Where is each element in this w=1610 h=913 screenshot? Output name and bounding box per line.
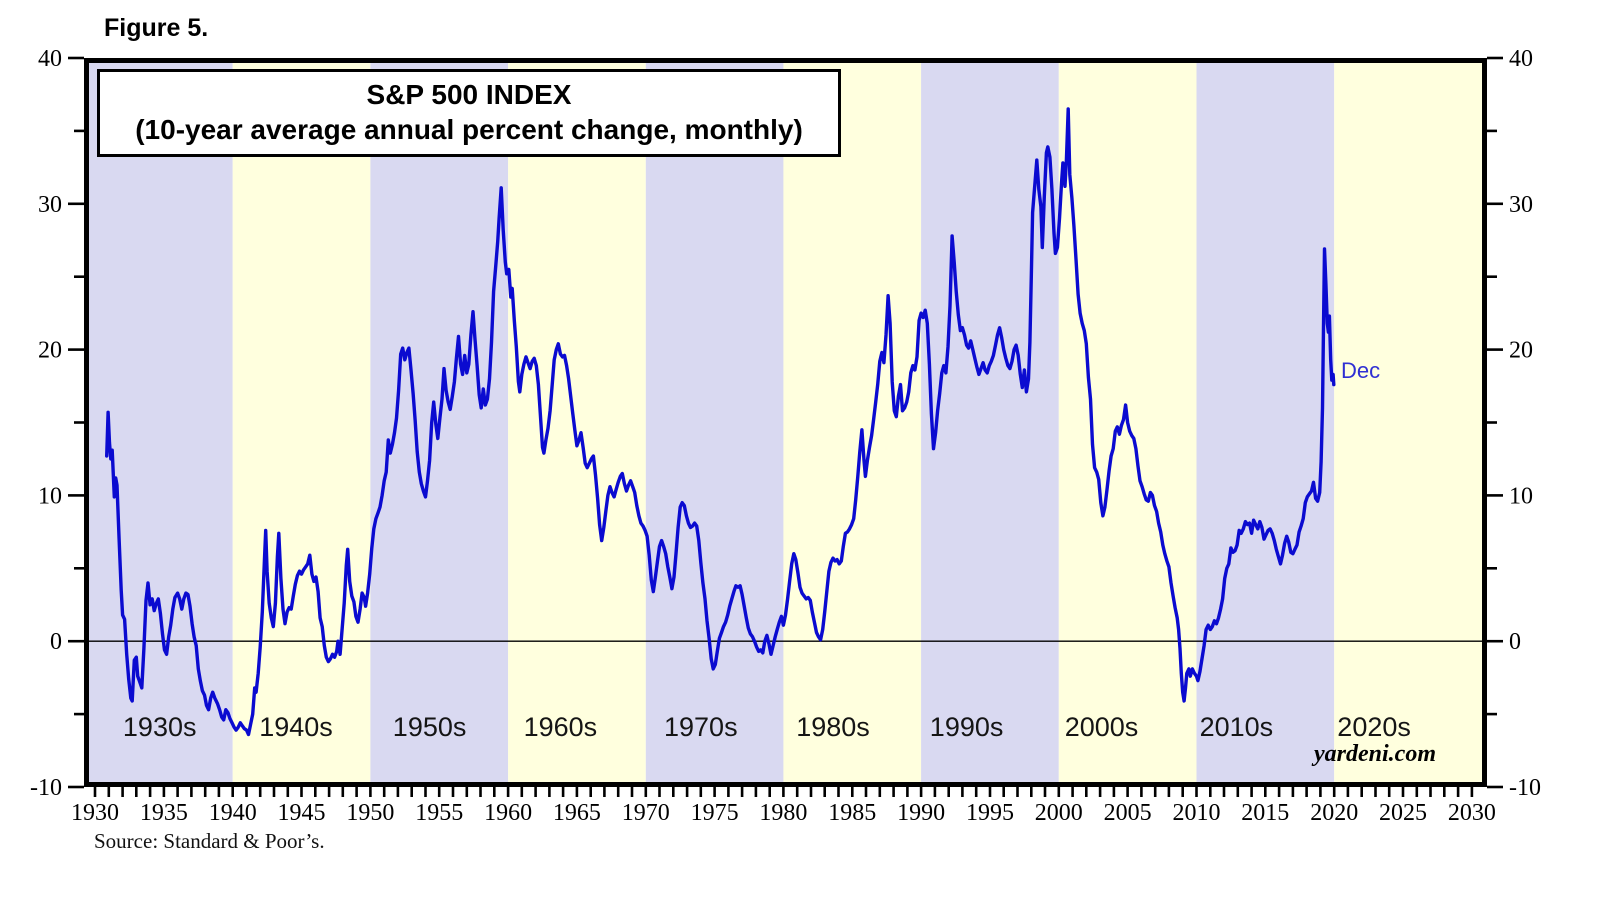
x-axis-label: 1950 bbox=[346, 800, 394, 826]
x-axis-label: 1980 bbox=[759, 800, 807, 826]
x-axis-label: 2025 bbox=[1379, 800, 1427, 826]
decade-label-1970s: 1970s bbox=[664, 712, 738, 742]
series-line bbox=[105, 107, 1336, 737]
chart-title: S&P 500 INDEX bbox=[366, 79, 572, 110]
y-axis-label-left: -10 bbox=[30, 775, 62, 801]
source-note: Source: Standard & Poor’s. bbox=[94, 829, 325, 853]
decade-label-1930s: 1930s bbox=[123, 712, 197, 742]
decade-label-2000s: 2000s bbox=[1065, 712, 1139, 742]
x-axis-label: 2020 bbox=[1310, 800, 1358, 826]
decade-band-1970s bbox=[645, 60, 784, 785]
x-axis-label: 2000 bbox=[1035, 800, 1083, 826]
axis-ticks bbox=[68, 56, 1503, 797]
decade-label-1990s: 1990s bbox=[930, 712, 1004, 742]
decade-band-2020s bbox=[1334, 60, 1485, 785]
x-axis-label: 1935 bbox=[140, 800, 188, 826]
y-axis-label-left: 30 bbox=[38, 192, 62, 218]
y-axis-label-right: 20 bbox=[1509, 338, 1533, 364]
x-axis-label: 2010 bbox=[1173, 800, 1221, 826]
x-axis-label: 1955 bbox=[415, 800, 463, 826]
watermark-text: yardeni.com bbox=[1311, 741, 1436, 767]
x-axis-label: 1960 bbox=[484, 800, 532, 826]
y-axis-label-left: 40 bbox=[38, 46, 62, 72]
x-axis-label: 2015 bbox=[1241, 800, 1289, 826]
decade-band-1980s bbox=[783, 60, 922, 785]
y-axis-label-right: 0 bbox=[1509, 629, 1521, 655]
chart-title-box: S&P 500 INDEX (10-year average annual pe… bbox=[97, 69, 841, 157]
decade-label-1960s: 1960s bbox=[524, 712, 598, 742]
decade-band-1940s bbox=[232, 60, 371, 785]
decade-label-2020s: 2020s bbox=[1337, 712, 1411, 742]
decade-labels: 1930s 1940s 1950s 1960s 1970s 1980s 1990s 2000s… bbox=[123, 712, 1411, 742]
y-axis-label-right: 40 bbox=[1509, 46, 1533, 72]
decade-band-2010s bbox=[1196, 60, 1335, 785]
decade-band-1960s bbox=[508, 60, 646, 785]
x-axis-label: 1975 bbox=[691, 800, 739, 826]
x-axis-label: 1940 bbox=[209, 800, 257, 826]
x-axis-label: 1990 bbox=[897, 800, 945, 826]
decade-label-1980s: 1980s bbox=[796, 712, 870, 742]
plot-border bbox=[84, 58, 1487, 787]
y-axis-label-left: 10 bbox=[38, 483, 62, 509]
x-axis-label: 1965 bbox=[553, 800, 601, 826]
y-axis-label-left: 0 bbox=[50, 629, 62, 655]
chart-subtitle: (10-year average annual percent change, … bbox=[135, 114, 803, 145]
figure-number-label: Figure 5. bbox=[104, 14, 209, 42]
y-axis-label-left: 20 bbox=[38, 338, 62, 364]
x-axis-label: 1930 bbox=[71, 800, 119, 826]
x-axis-label: 1995 bbox=[966, 800, 1014, 826]
decade-band-1930s bbox=[86, 60, 233, 785]
decade-label-2010s: 2010s bbox=[1200, 712, 1274, 742]
x-axis-label: 1985 bbox=[828, 800, 876, 826]
y-axis-label-right: 10 bbox=[1509, 483, 1533, 509]
x-axis-label: 1970 bbox=[622, 800, 670, 826]
decade-bands bbox=[86, 60, 1485, 785]
x-axis-label: 2030 bbox=[1448, 800, 1496, 826]
y-axis-label-right: -10 bbox=[1509, 775, 1541, 801]
decade-label-1950s: 1950s bbox=[393, 712, 467, 742]
x-axis-label: 2005 bbox=[1104, 800, 1152, 826]
last-point-label: Dec bbox=[1341, 358, 1380, 383]
y-axis-label-right: 30 bbox=[1509, 192, 1533, 218]
x-axis-label: 1945 bbox=[278, 800, 326, 826]
decade-label-1940s: 1940s bbox=[259, 712, 333, 742]
